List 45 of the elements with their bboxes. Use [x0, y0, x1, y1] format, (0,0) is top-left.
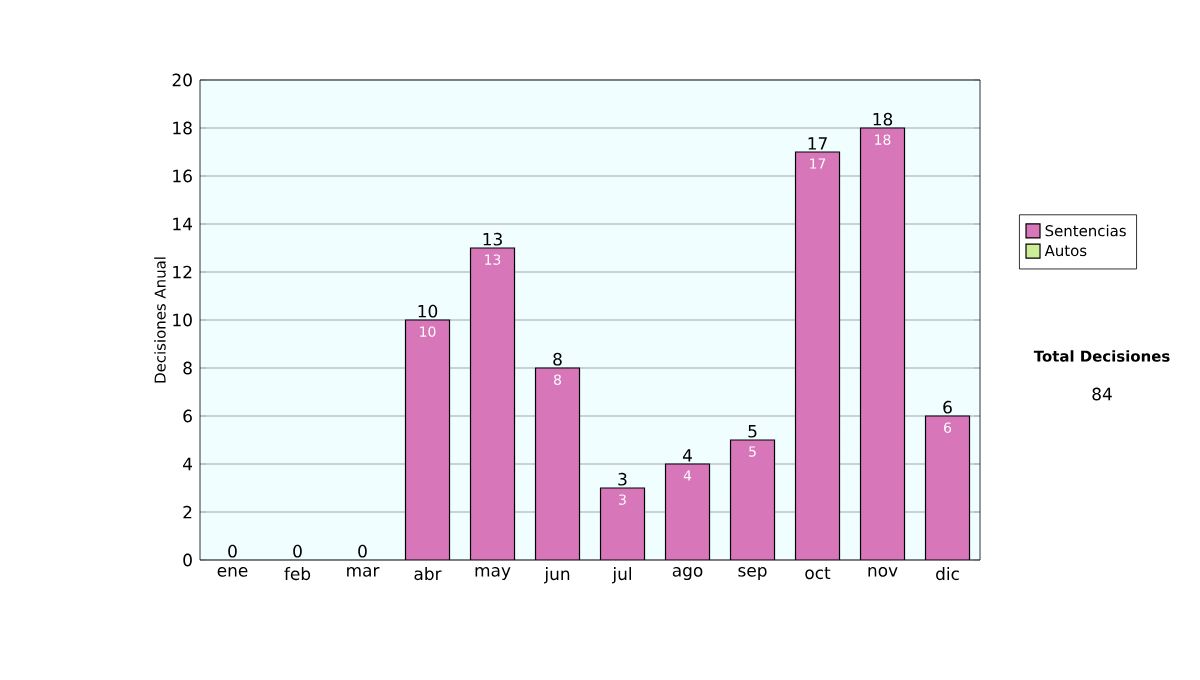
y-tick-label: 12	[173, 265, 192, 279]
y-tick-label: 10	[173, 313, 192, 327]
y-tick-label: 6	[183, 409, 192, 423]
y-tick-label: 8	[183, 361, 192, 375]
total-label: 4	[682, 449, 692, 462]
total-label: 0	[293, 544, 302, 558]
total-label: 5	[748, 425, 757, 438]
x-tick-label: sep	[738, 567, 767, 581]
total-label: 6	[943, 400, 952, 414]
x-tick-label: nov	[868, 567, 898, 577]
x-tick-label: jun	[544, 567, 570, 584]
x-tick-label: dic	[936, 567, 959, 581]
bar	[794, 151, 841, 560]
x-tick-label: ene	[217, 567, 248, 577]
total-label: 8	[553, 352, 562, 366]
total-label: 10	[418, 304, 438, 318]
y-tick-label: 14	[173, 217, 193, 231]
bar	[404, 319, 451, 560]
bar	[729, 439, 776, 560]
x-tick-label: mar	[347, 567, 380, 577]
x-tick-label: jul	[612, 567, 632, 584]
y-tick-label: 2	[183, 505, 192, 519]
bar	[534, 367, 581, 560]
x-tick-label: ago	[672, 567, 703, 581]
x-tick-label: abr	[414, 567, 442, 581]
total-label: 18	[873, 112, 893, 126]
x-tick-label: may	[475, 567, 511, 581]
bar	[859, 127, 906, 560]
x-tick-label: feb	[284, 567, 311, 581]
y-tick-label: 4	[183, 457, 193, 471]
bar	[924, 415, 971, 560]
bar	[469, 247, 516, 560]
total-label: 17	[808, 137, 827, 150]
x-tick-label: oct	[805, 567, 831, 580]
y-tick-label: 20	[172, 73, 192, 87]
total-label: 0	[228, 544, 237, 558]
bar	[664, 463, 711, 560]
y-tick-label: 18	[173, 121, 192, 135]
text: 84	[1092, 387, 1112, 401]
bar	[599, 487, 646, 560]
y-tick-label: 0	[183, 553, 192, 567]
total-label: 3	[618, 472, 627, 486]
total-label: 0	[358, 544, 367, 558]
y-tick-label: 16	[173, 169, 192, 183]
total-label: 13	[483, 232, 502, 246]
